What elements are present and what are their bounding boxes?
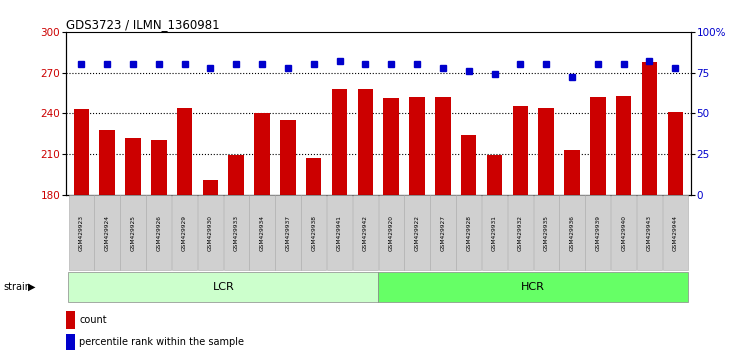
Text: GSM429931: GSM429931 (492, 215, 497, 251)
Bar (357, 89, 373, 195)
FancyBboxPatch shape (662, 195, 688, 270)
Text: GSM429935: GSM429935 (544, 215, 549, 251)
Bar (539, 108, 554, 195)
Bar (254, 113, 270, 195)
Text: GSM429943: GSM429943 (647, 215, 652, 251)
Text: LCR: LCR (213, 282, 234, 292)
Text: GSM429928: GSM429928 (466, 215, 471, 251)
Bar (151, 141, 167, 195)
FancyBboxPatch shape (637, 195, 662, 270)
Bar (512, 107, 528, 195)
Bar (667, 112, 683, 195)
Text: GSM429944: GSM429944 (673, 215, 678, 251)
Text: GSM429937: GSM429937 (285, 215, 290, 251)
FancyBboxPatch shape (431, 195, 455, 270)
Text: strain: strain (4, 282, 31, 292)
FancyBboxPatch shape (456, 195, 481, 270)
Text: ▶: ▶ (28, 282, 35, 292)
Text: GSM429939: GSM429939 (595, 215, 600, 251)
FancyBboxPatch shape (353, 195, 378, 270)
FancyBboxPatch shape (508, 195, 533, 270)
FancyBboxPatch shape (301, 195, 326, 270)
Text: GSM429934: GSM429934 (260, 215, 265, 251)
Text: GDS3723 / ILMN_1360981: GDS3723 / ILMN_1360981 (66, 18, 219, 31)
Text: GSM429933: GSM429933 (234, 215, 239, 251)
Text: percentile rank within the sample: percentile rank within the sample (79, 337, 244, 348)
Text: GSM429932: GSM429932 (518, 215, 523, 251)
Text: GSM429926: GSM429926 (156, 215, 162, 251)
FancyBboxPatch shape (585, 195, 610, 270)
Bar (616, 96, 632, 195)
FancyBboxPatch shape (559, 195, 585, 270)
Text: GSM429925: GSM429925 (130, 215, 135, 251)
Bar (280, 120, 295, 195)
Bar (642, 62, 657, 195)
FancyBboxPatch shape (146, 195, 172, 270)
Bar (461, 135, 477, 195)
Bar (125, 138, 140, 195)
FancyBboxPatch shape (69, 195, 94, 270)
Bar (99, 130, 115, 195)
Text: GSM429920: GSM429920 (389, 215, 394, 251)
Text: GSM429923: GSM429923 (79, 215, 84, 251)
FancyBboxPatch shape (482, 195, 507, 270)
FancyBboxPatch shape (198, 195, 223, 270)
FancyBboxPatch shape (404, 195, 430, 270)
FancyBboxPatch shape (172, 195, 197, 270)
FancyBboxPatch shape (276, 195, 300, 270)
FancyBboxPatch shape (249, 195, 275, 270)
Bar (590, 97, 605, 195)
FancyBboxPatch shape (224, 195, 249, 270)
Bar (487, 155, 502, 195)
Bar (74, 109, 89, 195)
FancyBboxPatch shape (379, 272, 688, 302)
Bar (384, 98, 399, 195)
Text: GSM429922: GSM429922 (414, 215, 420, 251)
FancyBboxPatch shape (94, 195, 120, 270)
FancyBboxPatch shape (69, 272, 379, 302)
Text: GSM429936: GSM429936 (569, 215, 575, 251)
Bar (229, 155, 244, 195)
FancyBboxPatch shape (327, 195, 352, 270)
Text: count: count (79, 315, 107, 325)
Bar (332, 89, 347, 195)
Text: GSM429924: GSM429924 (105, 215, 110, 251)
Bar (177, 108, 192, 195)
Text: GSM429927: GSM429927 (440, 215, 445, 251)
FancyBboxPatch shape (611, 195, 636, 270)
FancyBboxPatch shape (379, 195, 404, 270)
Bar (202, 180, 218, 195)
Text: HCR: HCR (521, 282, 545, 292)
Bar (409, 97, 425, 195)
Text: GSM429938: GSM429938 (311, 215, 317, 251)
Bar (306, 158, 322, 195)
FancyBboxPatch shape (121, 195, 145, 270)
Bar (66, 311, 75, 329)
Text: GSM429930: GSM429930 (208, 215, 213, 251)
Text: GSM429941: GSM429941 (337, 215, 342, 251)
Bar (564, 150, 580, 195)
Bar (66, 334, 75, 350)
Bar (435, 97, 450, 195)
Text: GSM429929: GSM429929 (182, 215, 187, 251)
Text: GSM429940: GSM429940 (621, 215, 626, 251)
FancyBboxPatch shape (534, 195, 558, 270)
Text: GSM429942: GSM429942 (363, 215, 368, 251)
